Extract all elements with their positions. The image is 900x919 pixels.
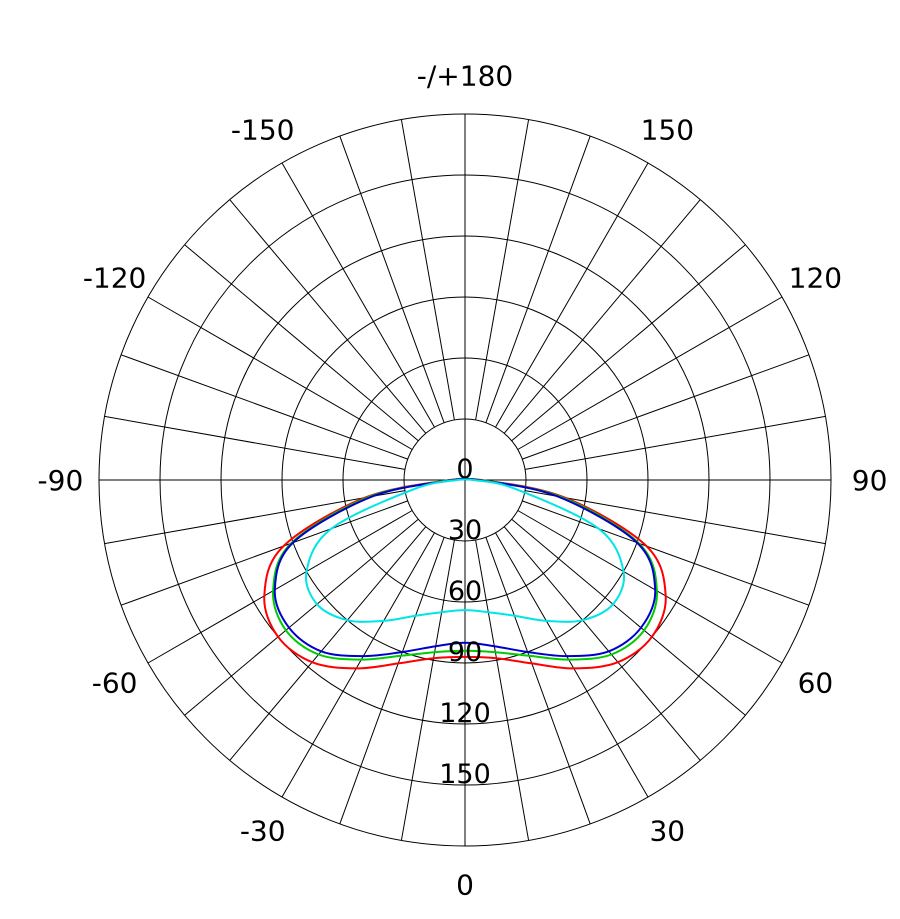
angle-tick-label: 120 <box>789 262 842 295</box>
grid-spoke-70 <box>522 500 810 606</box>
angle-tick-label: 0 <box>456 869 474 902</box>
grid-spoke-20 <box>485 537 591 825</box>
grid-spoke-100 <box>525 415 826 470</box>
grid-spoke-320 <box>229 526 427 761</box>
angle-tick-label: 150 <box>641 114 694 147</box>
grid-spoke-170 <box>475 119 530 420</box>
grid-spoke-60 <box>517 510 783 664</box>
angle-tick-label: -60 <box>92 666 138 699</box>
radial-labels: 0 30 60 90 120 150 <box>439 454 491 790</box>
grid-spoke-190 <box>400 119 455 420</box>
grid-spoke-230 <box>184 244 419 442</box>
angle-tick-label: 60 <box>798 666 834 699</box>
grid-spoke-220 <box>229 199 427 434</box>
angle-tick-label: 30 <box>649 814 685 847</box>
grid-spoke-120 <box>517 296 783 450</box>
series-curve-4 <box>304 478 626 623</box>
series-curve-3 <box>273 477 657 658</box>
grid-spoke-310 <box>184 518 419 716</box>
angle-labels: 0 30 60 90 120 150 -/+180 -150 -120 -90 -60 -30 <box>38 59 888 901</box>
grid-spoke-80 <box>525 490 826 545</box>
radial-tick-label: 120 <box>439 698 491 729</box>
intensity-curves <box>263 477 667 670</box>
radial-tick-label: 0 <box>456 454 473 485</box>
grid-spoke-150 <box>495 162 649 428</box>
grid-spoke-300 <box>147 510 413 664</box>
radial-tick-label: 90 <box>448 637 482 668</box>
grid-spoke-210 <box>281 162 435 428</box>
radial-tick-label: 60 <box>448 576 482 607</box>
radial-tick-label: 150 <box>439 759 491 790</box>
grid-spoke-350 <box>400 540 455 841</box>
grid-spoke-10 <box>475 540 530 841</box>
grid-spoke-130 <box>511 244 746 442</box>
grid-spoke-260 <box>104 415 405 470</box>
angle-tick-label: -120 <box>83 262 147 295</box>
grid-spoke-280 <box>104 490 405 545</box>
grid-spoke-290 <box>120 500 408 606</box>
grid-spoke-110 <box>522 354 810 460</box>
grid-spoke-140 <box>503 199 701 434</box>
grid-spoke-250 <box>120 354 408 460</box>
angle-tick-label: -150 <box>231 114 295 147</box>
grid-spoke-160 <box>485 135 591 423</box>
angle-tick-label: -30 <box>240 814 286 847</box>
grid-spoke-200 <box>339 135 445 423</box>
grid-spoke-30 <box>495 532 649 798</box>
grid-spoke-240 <box>147 296 413 450</box>
radial-tick-label: 30 <box>448 515 482 546</box>
grid-spokes <box>99 114 831 846</box>
angle-tick-label: 90 <box>852 464 888 497</box>
grid-spoke-340 <box>339 537 445 825</box>
grid-spoke-330 <box>281 532 435 798</box>
grid-spoke-40 <box>503 526 701 761</box>
grid-spoke-50 <box>511 518 746 716</box>
angle-tick-label: -90 <box>38 464 84 497</box>
angle-tick-label: -/+180 <box>417 59 513 92</box>
series-curve-1 <box>263 477 667 670</box>
